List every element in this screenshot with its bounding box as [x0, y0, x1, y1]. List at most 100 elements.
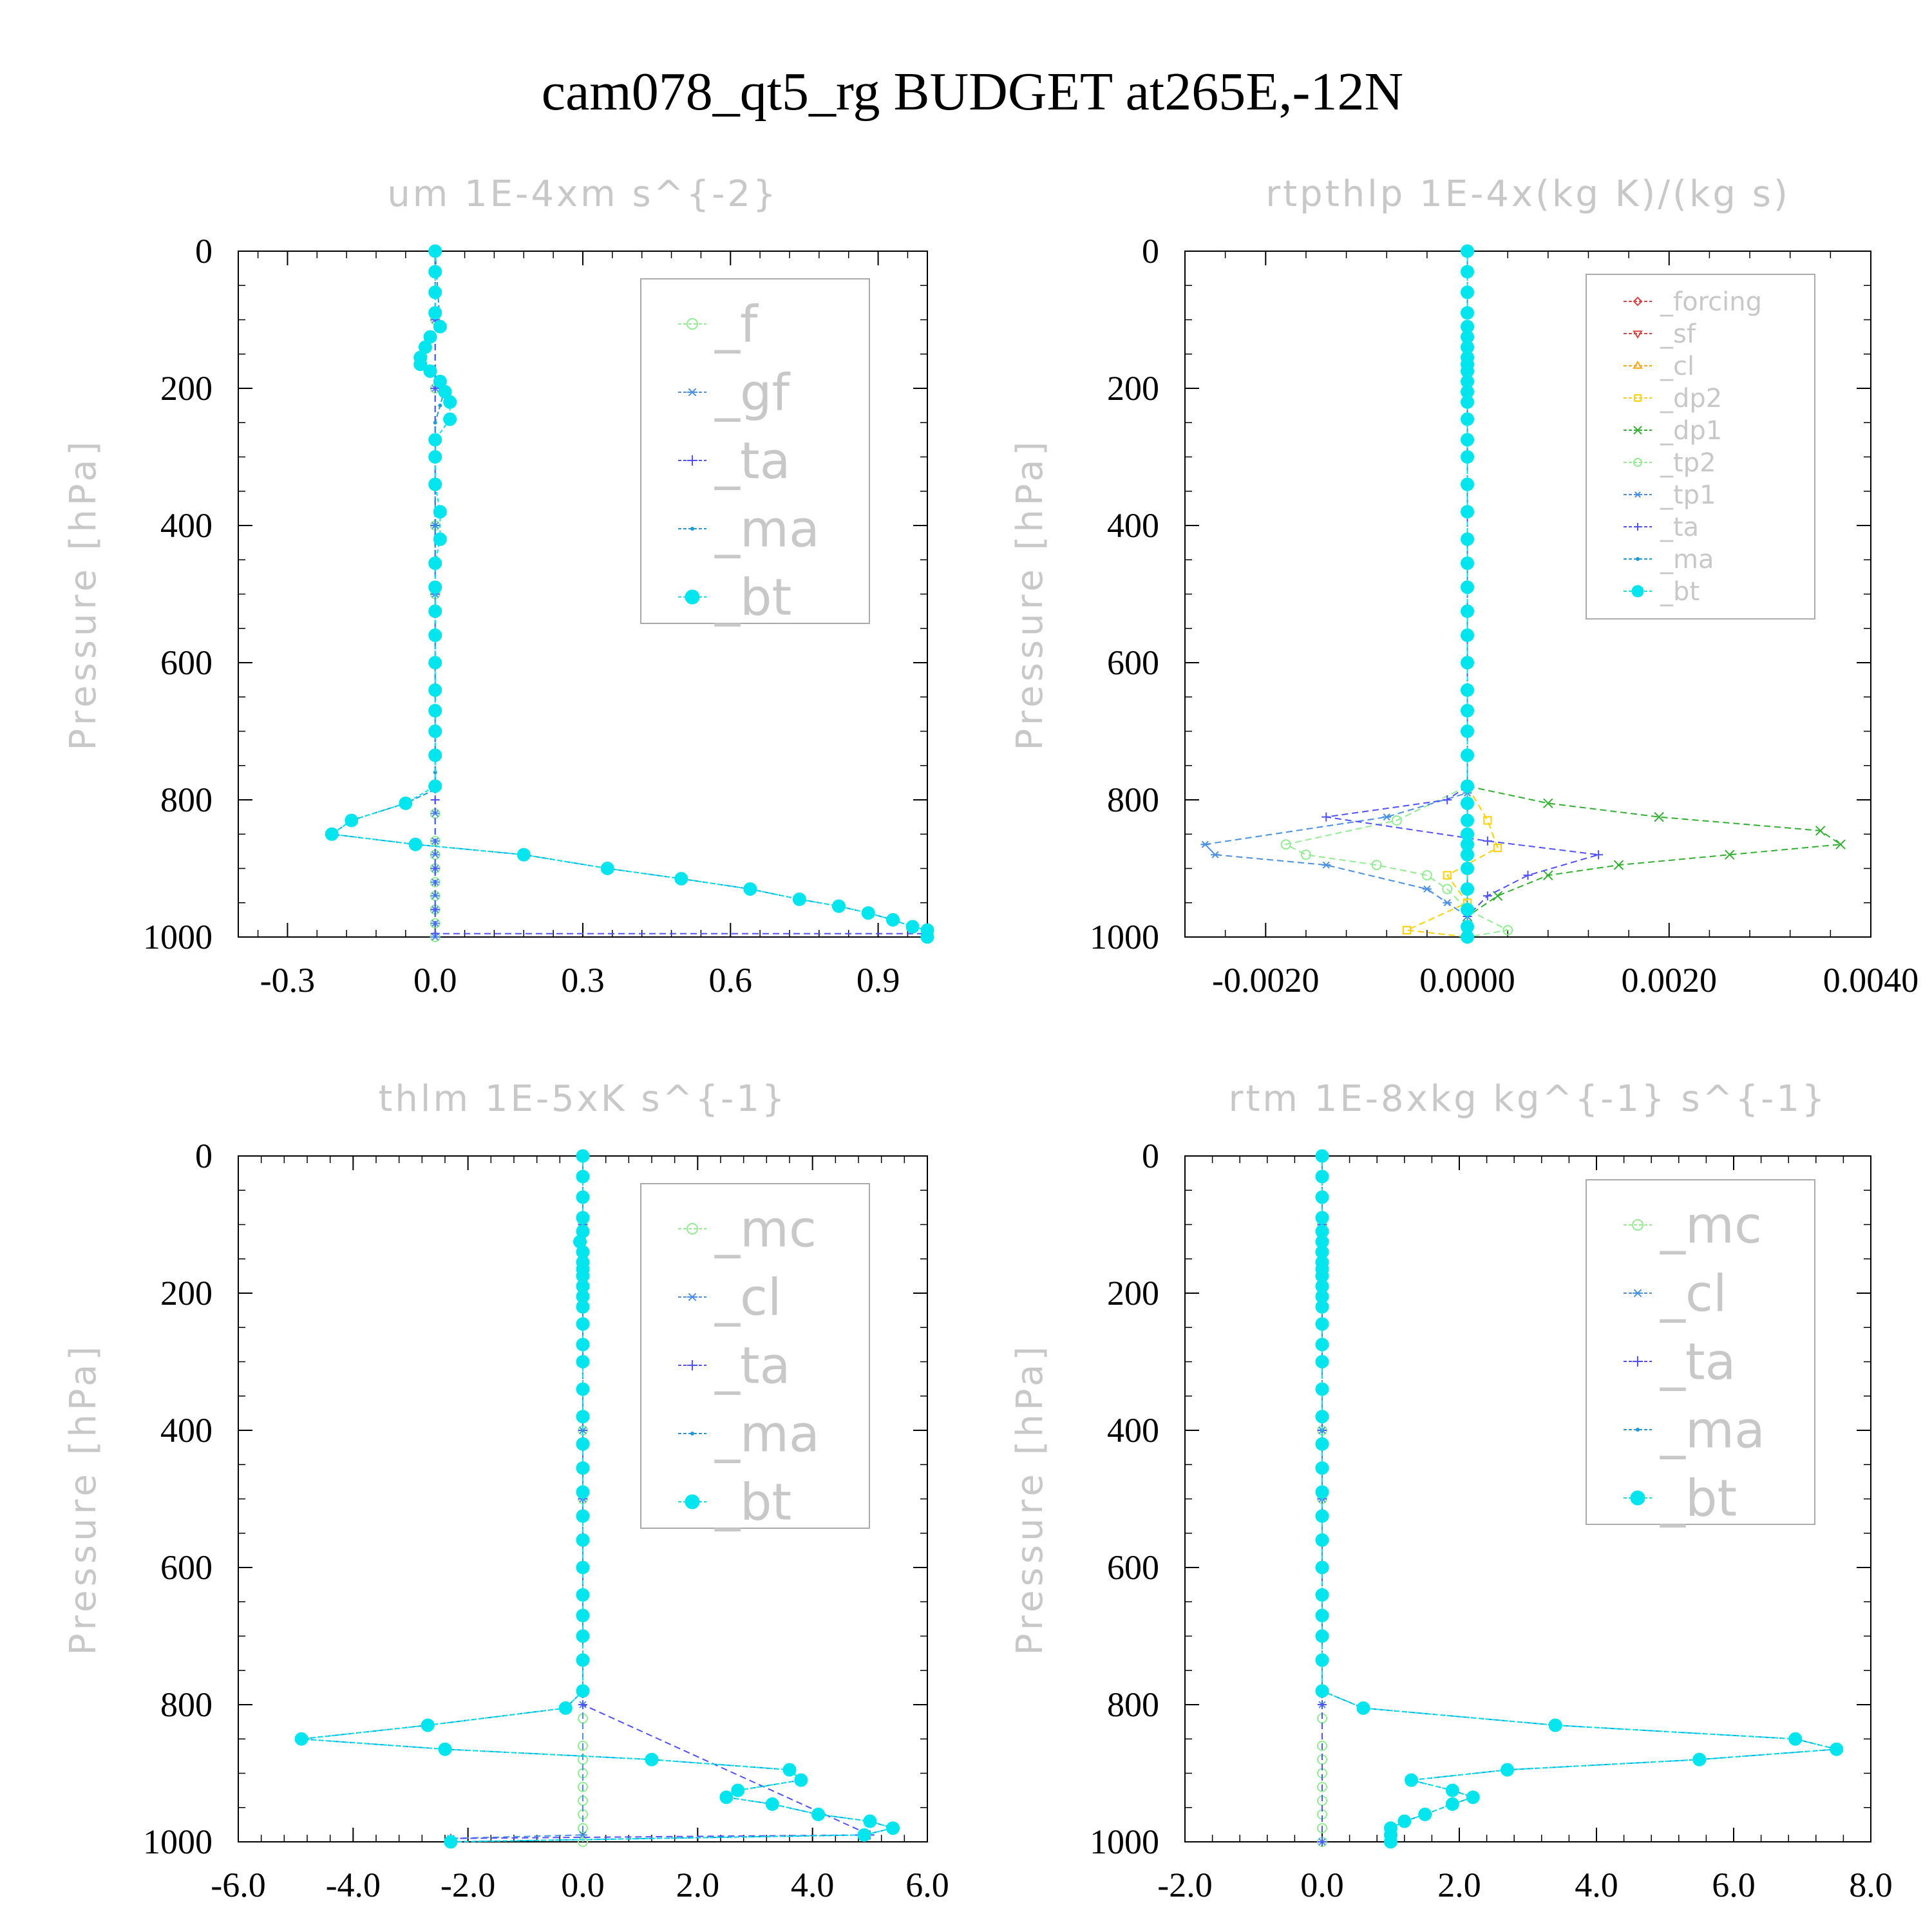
legend: _forcing_sf _cl _dp2 _dp1_tp2_tp1 _ta _ma _bt: [1586, 274, 1815, 620]
legend: _mc _cl _ta _ma _bt: [640, 1183, 870, 1531]
y-tick-label: 0: [195, 232, 213, 270]
legend-label: _cl: [1660, 1265, 1727, 1323]
data-point: [1501, 1763, 1515, 1777]
data-point: [399, 796, 413, 810]
data-point: [438, 403, 442, 408]
legend-label: _ma: [714, 1405, 820, 1463]
data-point: [1482, 891, 1492, 901]
data-point: [1321, 861, 1331, 869]
data-point: [1442, 884, 1453, 895]
data-point: [428, 306, 442, 320]
data-point: [578, 1740, 588, 1751]
data-point: [1315, 1485, 1329, 1499]
x-tick-label: -2.0: [440, 1866, 495, 1904]
data-point: [1315, 1684, 1329, 1698]
data-point: [1543, 798, 1553, 809]
legend-marker: [687, 1223, 698, 1235]
chart-panels: um 1E-4xm s^{-2} Pressure [hPa] -0.3 0.0 0.3…: [62, 173, 1918, 1904]
data-point: [782, 1763, 797, 1777]
y-tick-label: 1000: [1090, 918, 1159, 956]
legend-box: [1586, 274, 1815, 620]
legend-label: _bt: [1660, 577, 1700, 607]
data-point: [433, 505, 447, 519]
chart-panel-4: rtm 1E-8xkg kg^{-1} s^{-1} Pressure [hPa]…: [1009, 1078, 1893, 1904]
data-point: [576, 1170, 590, 1184]
data-point: [1315, 1211, 1329, 1225]
y-tick-label: 0: [1142, 1137, 1159, 1175]
legend-label: _sf: [1660, 319, 1696, 349]
x-tick-label: 2.0: [676, 1866, 720, 1904]
data-point: [1280, 839, 1291, 850]
data-point: [558, 1701, 573, 1715]
data-point: [1466, 1790, 1480, 1804]
data-point: [433, 770, 437, 775]
data-point: [1461, 477, 1475, 491]
figure-title: cam078_qt5_rg BUDGET at265E,-12N: [542, 62, 1403, 122]
data-point: [1382, 813, 1392, 821]
data-point: [576, 1149, 590, 1163]
legend-marker: [690, 1432, 694, 1435]
legend-marker: [1631, 585, 1644, 598]
legend-label: _bt: [1660, 1470, 1737, 1528]
series-line-dp1: [1466, 251, 1842, 937]
series-group: [294, 1149, 900, 1849]
chart-panel-2: rtpthlp 1E-4x(kg K)/(kg s) Pressure [hPa]…: [1009, 173, 1918, 999]
data-point: [1300, 849, 1311, 860]
series-line-dp2: [1404, 251, 1499, 938]
legend-label: _forcing: [1660, 287, 1762, 317]
data-point: [1482, 836, 1492, 846]
data-point: [428, 748, 442, 762]
data-point: [1461, 450, 1475, 464]
legend: _f _gf _ta _ma _bt: [640, 278, 870, 627]
data-point: [1397, 1814, 1412, 1828]
data-point: [1315, 1461, 1329, 1475]
data-point: [1317, 1823, 1327, 1833]
y-tick-label: 400: [1107, 506, 1159, 545]
series-line-ta: [1326, 251, 1599, 937]
data-point: [1483, 816, 1492, 825]
x-tick-label: -4.0: [326, 1866, 381, 1904]
x-tick-label: 0.3: [561, 961, 605, 999]
x-tick-label: 0.9: [857, 961, 900, 999]
y-tick-label: 200: [160, 369, 213, 408]
data-point: [1461, 748, 1475, 762]
legend-label: _cl: [1660, 352, 1694, 381]
panel-title: um 1E-4xm s^{-2}: [387, 173, 778, 215]
data-point: [430, 905, 440, 914]
data-point: [1315, 1317, 1329, 1331]
data-point: [443, 412, 457, 426]
data-point: [576, 1684, 590, 1698]
legend-label: _mc: [714, 1200, 817, 1258]
y-tick-label: 600: [1107, 1548, 1159, 1587]
data-point: [578, 1781, 588, 1792]
data-point: [428, 628, 442, 642]
legend-marker: [687, 1293, 697, 1302]
legend-marker: [1632, 1219, 1643, 1231]
x-tick-label: 0.0: [413, 961, 457, 999]
x-tick-label: 0.0: [561, 1866, 605, 1904]
data-point: [857, 1828, 871, 1842]
legend: _mc _cl _ta _ma _bt: [1586, 1179, 1815, 1528]
y-tick-label: 1000: [143, 918, 213, 956]
data-point: [1317, 1781, 1327, 1792]
data-point: [863, 1814, 877, 1828]
legend-label: _ta: [1660, 1333, 1736, 1391]
chart-panel-1: um 1E-4xm s^{-2} Pressure [hPa] -0.3 0.0 0.3…: [62, 173, 934, 999]
legend-label: _mc: [1660, 1197, 1762, 1255]
data-point: [1421, 870, 1432, 881]
data-point: [428, 556, 442, 571]
data-point: [1548, 1718, 1562, 1732]
data-point: [719, 1790, 734, 1804]
data-point: [1461, 628, 1475, 642]
data-point: [1315, 1653, 1329, 1667]
data-point: [576, 1560, 590, 1575]
legend-marker: [1634, 491, 1642, 498]
panel-title: rtpthlp 1E-4x(kg K)/(kg s): [1265, 173, 1790, 215]
legend-marker: [690, 527, 694, 531]
legend-label: _dp2: [1660, 384, 1722, 413]
legend-marker: [1633, 296, 1643, 307]
data-point: [731, 1783, 745, 1797]
data-point: [444, 1835, 458, 1849]
data-point: [1461, 265, 1475, 279]
